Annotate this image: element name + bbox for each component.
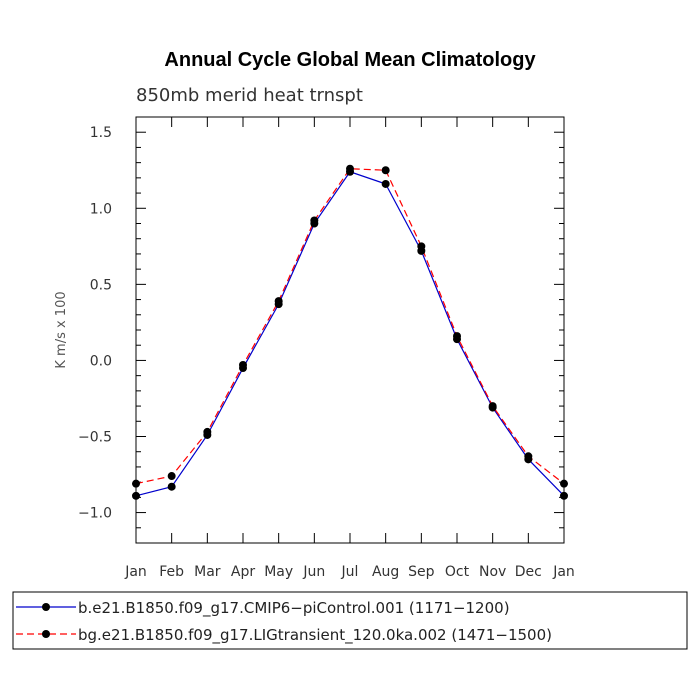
x-tick-label: Apr [231,564,255,580]
y-tick-label: −1.0 [78,506,112,522]
series-2-point [239,360,247,369]
x-tick-label: May [264,564,293,580]
series-group [132,164,568,500]
legend-marker-1 [42,603,50,611]
series-1-point [381,179,390,188]
chart-title: Annual Cycle Global Mean Climatology [164,49,536,71]
x-tick-label: Mar [194,564,221,580]
series-line-1 [135,171,565,497]
x-tick-label: Dec [515,564,542,580]
legend-box [12,591,688,650]
y-tick-label: 0.5 [90,277,112,293]
legend-marker-2 [42,630,50,638]
x-tick-label: Sep [408,564,435,580]
series-2-point [203,427,212,436]
series-2-point [453,332,461,341]
chart-subtitle: 850mb merid heat trnspt [136,85,363,106]
series-2-point [167,472,176,481]
series-2-point [310,216,319,225]
plot-frame [135,116,565,544]
x-tick-label: Jun [302,564,325,580]
series-1-point [560,491,568,500]
y-tick-label: 1.5 [90,125,112,141]
series-line-2 [135,168,565,485]
legend-label-1: b.e21.B1850.f09_g17.CMIP6−piControl.001 … [78,599,510,618]
legend-label-2: bg.e21.B1850.f09_g17.LIGtransient_120.0k… [78,626,552,645]
y-tick-labels: −1.0 −0.5 0.0 0.5 1.0 1.5 [78,125,112,521]
x-tick-label: Feb [159,564,184,580]
series-1-point [167,482,176,491]
x-tick-label: Jan [552,564,575,580]
series-2-point [274,297,283,306]
y-tick-label: −0.5 [78,430,112,446]
y-tick-label: 0.0 [90,353,112,369]
x-tick-labels: Jan Feb Mar Apr May Jun Jul Aug Sep Oct Nov Dec Jan [124,564,575,580]
x-tick-label: Oct [445,564,470,580]
axis-ticks [135,116,565,544]
series-2-point [524,452,533,461]
series-2-point [560,479,568,488]
series-1-point [132,491,140,500]
series-2-point [132,479,140,488]
series-2-point [417,242,426,251]
series-2-point [488,402,497,411]
series-2-point [381,166,390,175]
y-axis-label: K m/s x 100 [54,291,69,368]
x-tick-label: Jan [124,564,147,580]
series-2-point [346,164,354,173]
x-tick-label: Nov [479,564,506,580]
x-tick-label: Aug [372,564,399,580]
y-tick-label: 1.0 [90,201,112,217]
legend: b.e21.B1850.f09_g17.CMIP6−piControl.001 … [16,599,552,645]
x-tick-label: Jul [341,564,359,580]
